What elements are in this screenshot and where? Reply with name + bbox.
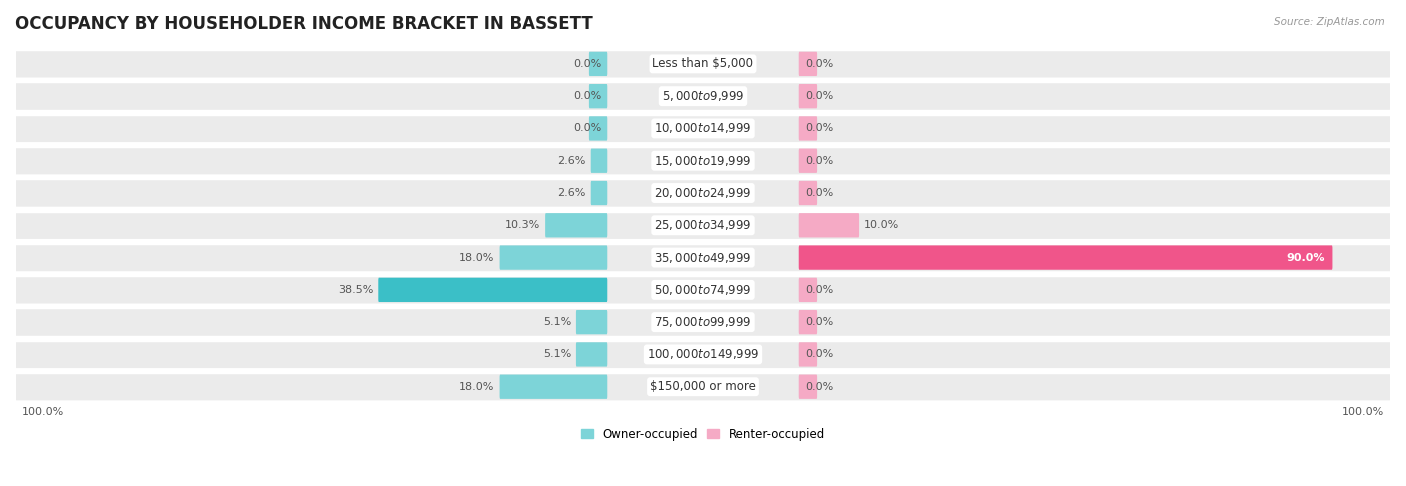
FancyBboxPatch shape [589, 84, 607, 108]
FancyBboxPatch shape [15, 49, 1391, 79]
FancyBboxPatch shape [799, 310, 817, 334]
Text: 5.1%: 5.1% [543, 317, 571, 327]
FancyBboxPatch shape [576, 310, 607, 334]
Text: 90.0%: 90.0% [1286, 253, 1324, 262]
Text: $20,000 to $24,999: $20,000 to $24,999 [654, 186, 752, 200]
FancyBboxPatch shape [15, 372, 1391, 401]
FancyBboxPatch shape [15, 275, 1391, 305]
Text: 0.0%: 0.0% [804, 156, 834, 166]
Text: Source: ZipAtlas.com: Source: ZipAtlas.com [1274, 17, 1385, 27]
FancyBboxPatch shape [799, 278, 817, 302]
FancyBboxPatch shape [378, 278, 607, 302]
Text: 2.6%: 2.6% [557, 156, 586, 166]
FancyBboxPatch shape [591, 149, 607, 173]
FancyBboxPatch shape [799, 213, 859, 238]
Text: 0.0%: 0.0% [572, 123, 602, 134]
FancyBboxPatch shape [15, 210, 1391, 240]
Text: $5,000 to $9,999: $5,000 to $9,999 [662, 89, 744, 103]
Text: 0.0%: 0.0% [804, 382, 834, 392]
Text: 18.0%: 18.0% [460, 253, 495, 262]
Text: 0.0%: 0.0% [804, 285, 834, 295]
Text: 0.0%: 0.0% [572, 59, 602, 69]
FancyBboxPatch shape [15, 340, 1391, 369]
FancyBboxPatch shape [799, 149, 817, 173]
Text: $35,000 to $49,999: $35,000 to $49,999 [654, 251, 752, 264]
Text: 0.0%: 0.0% [804, 123, 834, 134]
FancyBboxPatch shape [589, 116, 607, 140]
Text: 0.0%: 0.0% [804, 91, 834, 101]
Text: 18.0%: 18.0% [460, 382, 495, 392]
FancyBboxPatch shape [799, 245, 1333, 270]
Text: 0.0%: 0.0% [804, 59, 834, 69]
FancyBboxPatch shape [546, 213, 607, 238]
Text: $50,000 to $74,999: $50,000 to $74,999 [654, 283, 752, 297]
Text: 5.1%: 5.1% [543, 349, 571, 360]
FancyBboxPatch shape [499, 245, 607, 270]
FancyBboxPatch shape [799, 84, 817, 108]
FancyBboxPatch shape [15, 243, 1391, 272]
FancyBboxPatch shape [589, 52, 607, 76]
Text: 38.5%: 38.5% [337, 285, 374, 295]
Text: 100.0%: 100.0% [22, 407, 65, 417]
Text: 0.0%: 0.0% [804, 349, 834, 360]
Legend: Owner-occupied, Renter-occupied: Owner-occupied, Renter-occupied [576, 423, 830, 446]
Text: 10.3%: 10.3% [505, 220, 540, 230]
Text: 0.0%: 0.0% [572, 91, 602, 101]
FancyBboxPatch shape [799, 52, 817, 76]
Text: 2.6%: 2.6% [557, 188, 586, 198]
FancyBboxPatch shape [499, 375, 607, 399]
FancyBboxPatch shape [576, 342, 607, 366]
Text: $100,000 to $149,999: $100,000 to $149,999 [647, 347, 759, 362]
Text: 10.0%: 10.0% [865, 220, 900, 230]
FancyBboxPatch shape [15, 114, 1391, 143]
FancyBboxPatch shape [799, 375, 817, 399]
FancyBboxPatch shape [799, 116, 817, 140]
Text: 0.0%: 0.0% [804, 317, 834, 327]
Text: 100.0%: 100.0% [1341, 407, 1384, 417]
FancyBboxPatch shape [15, 308, 1391, 337]
FancyBboxPatch shape [799, 181, 817, 205]
Text: $15,000 to $19,999: $15,000 to $19,999 [654, 154, 752, 168]
FancyBboxPatch shape [15, 178, 1391, 208]
FancyBboxPatch shape [15, 82, 1391, 111]
Text: Less than $5,000: Less than $5,000 [652, 57, 754, 70]
Text: 0.0%: 0.0% [804, 188, 834, 198]
Text: OCCUPANCY BY HOUSEHOLDER INCOME BRACKET IN BASSETT: OCCUPANCY BY HOUSEHOLDER INCOME BRACKET … [15, 15, 593, 33]
FancyBboxPatch shape [15, 146, 1391, 175]
FancyBboxPatch shape [799, 342, 817, 366]
Text: $75,000 to $99,999: $75,000 to $99,999 [654, 315, 752, 329]
Text: $10,000 to $14,999: $10,000 to $14,999 [654, 122, 752, 136]
Text: $150,000 or more: $150,000 or more [650, 380, 756, 393]
Text: $25,000 to $34,999: $25,000 to $34,999 [654, 218, 752, 232]
FancyBboxPatch shape [591, 181, 607, 205]
